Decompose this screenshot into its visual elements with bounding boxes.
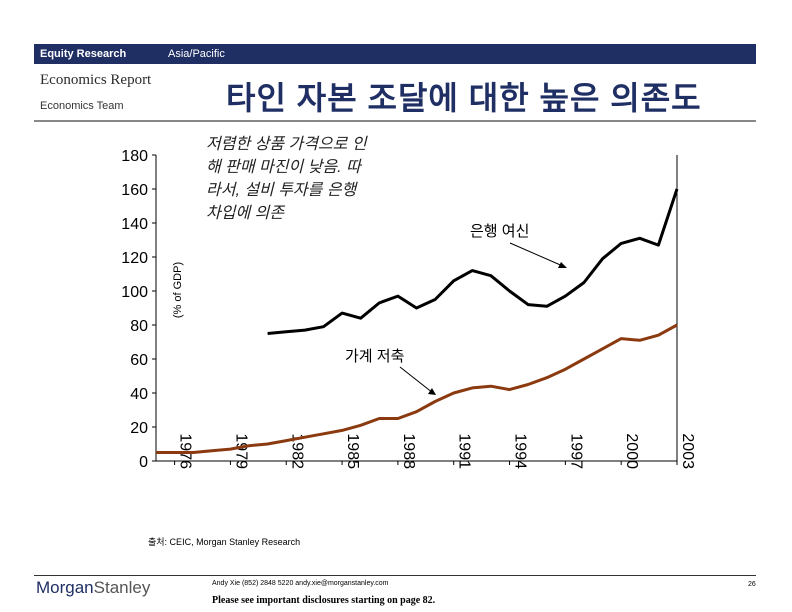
header-divider: [34, 120, 756, 122]
household-series-label: 가계 저축: [345, 348, 404, 365]
source-note: 출처: CEIC, Morgan Stanley Research: [148, 537, 301, 547]
footer-divider: [34, 575, 756, 576]
x-tick-label: 1991: [456, 433, 473, 469]
bank-label-arrowhead: [558, 262, 567, 268]
page-title: 타인 자본 조달에 대한 높은 의존도: [226, 80, 702, 116]
company-logo: MorganStanley: [36, 578, 151, 597]
title-box: 타인 자본 조달에 대한 높은 의존도: [218, 64, 756, 121]
bank-credit-line: [267, 188, 679, 335]
household-label-arrowhead: [428, 388, 436, 395]
header-bar: Equity Research Asia/Pacific: [34, 44, 756, 64]
x-tick-label: 1979: [232, 433, 249, 469]
y-tick-label: 40: [130, 386, 148, 403]
contact-info: Andy Xie (852) 2848 5220 andy.xie@morgan…: [212, 580, 389, 587]
y-tick-label: 20: [130, 420, 148, 437]
disclosure-note: Please see important disclosures startin…: [212, 595, 436, 606]
x-tick-label: 1982: [288, 433, 305, 469]
report-info: Economics Report Economics Team: [34, 64, 218, 121]
household-label-arrow: [399, 366, 434, 394]
report-type: Economics Report: [40, 72, 152, 88]
series-layer: [156, 188, 679, 454]
region-label: Asia/Pacific: [168, 48, 225, 60]
y-tick-label: 0: [139, 454, 148, 471]
x-tick-label: 1988: [400, 433, 417, 469]
y-tick-label: 120: [121, 250, 148, 267]
bank-series-label: 은행 여신: [470, 223, 529, 240]
y-tick-label: 60: [130, 352, 148, 369]
x-tick-label: 2003: [679, 433, 696, 469]
y-tick-label: 80: [130, 318, 148, 335]
y-tick-label: 180: [121, 148, 148, 165]
x-tick-label: 2000: [623, 433, 640, 469]
team-label: Economics Team: [40, 100, 124, 112]
x-tick-label: 1997: [567, 433, 584, 469]
x-tick-label: 1985: [344, 433, 361, 469]
research-label: Equity Research: [40, 48, 127, 60]
y-tick-label: 140: [121, 216, 148, 233]
page-number: 26: [748, 581, 756, 588]
y-tick-label: 100: [121, 284, 148, 301]
y-axis-label: (% of GDP): [172, 262, 184, 318]
x-tick-label: 1994: [512, 433, 529, 469]
household-savings-line: [156, 323, 678, 454]
y-tick-label: 160: [121, 182, 148, 199]
bank-label-arrow: [509, 242, 566, 268]
